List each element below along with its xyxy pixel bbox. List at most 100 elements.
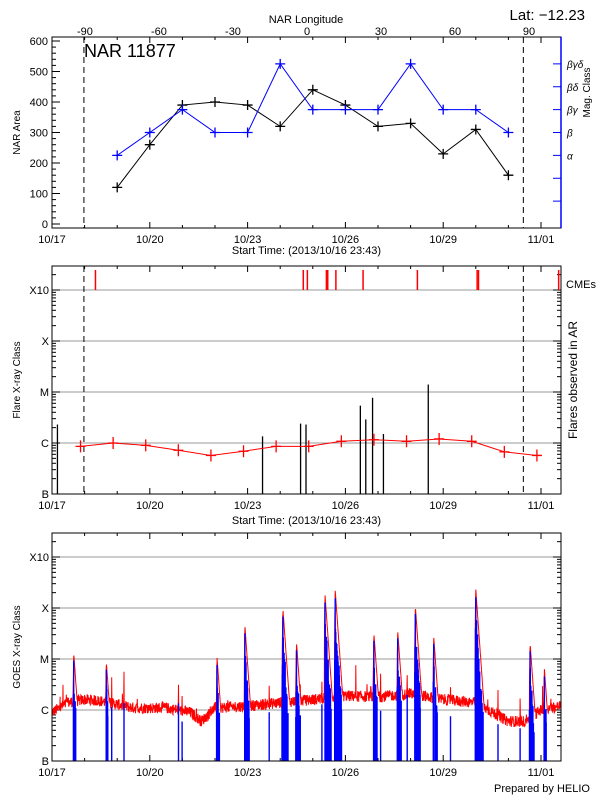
flare-trend-point bbox=[434, 432, 445, 445]
area-point bbox=[405, 118, 416, 129]
y-tick-label: 400 bbox=[30, 97, 48, 109]
x-axis-label: Start Time: (2013/10/16 23:43) bbox=[232, 515, 381, 527]
y2-axis-label: Flares observed in AR bbox=[566, 321, 580, 439]
x-tick-label: 11/01 bbox=[528, 767, 555, 779]
x-tick-label: 10/17 bbox=[38, 767, 66, 779]
mag-class-point bbox=[177, 104, 188, 115]
flare-trend-point bbox=[173, 444, 184, 457]
area-line bbox=[116, 89, 509, 188]
flare-trend-point bbox=[271, 440, 282, 453]
flare-trend-point bbox=[75, 440, 86, 453]
y-tick-label: 600 bbox=[30, 36, 48, 48]
top-x-axis-label: NAR Longitude bbox=[269, 14, 344, 26]
top-x-tick-label: -90 bbox=[77, 26, 93, 38]
y-tick-label: X bbox=[42, 603, 50, 615]
flare-trend-point bbox=[401, 435, 412, 448]
x-tick-label: 10/29 bbox=[429, 767, 457, 779]
x-axis-label: Start Time: (2013/10/16 23:43) bbox=[232, 245, 381, 257]
x-tick-label: 10/23 bbox=[234, 234, 262, 246]
x-tick-label: 10/17 bbox=[38, 234, 66, 246]
top-x-tick-label: 30 bbox=[375, 26, 387, 38]
flare-trend-point bbox=[368, 433, 379, 446]
mag-class-point bbox=[210, 127, 220, 138]
y-tick-label: X bbox=[42, 336, 50, 348]
flare-trend-point bbox=[531, 449, 542, 462]
mag-class-tick-label: βγδ bbox=[566, 60, 584, 71]
y-tick-label: X10 bbox=[29, 285, 49, 297]
y-tick-label: X10 bbox=[29, 552, 49, 564]
plot-frame bbox=[51, 36, 562, 229]
mag-class-tick-label: βγ bbox=[566, 106, 579, 117]
area-point bbox=[210, 97, 220, 107]
mag-class-point bbox=[275, 58, 286, 69]
goes-short-channel-bars bbox=[72, 597, 547, 761]
top-x-tick-label: 0 bbox=[304, 26, 310, 38]
mag-class-point bbox=[503, 127, 514, 138]
mag-class-tick-label: α bbox=[567, 151, 573, 162]
area-point bbox=[275, 121, 286, 132]
region-title: NAR 11877 bbox=[84, 41, 176, 61]
y-tick-label: 100 bbox=[30, 189, 48, 201]
mag-class-point bbox=[242, 127, 253, 138]
panel-goes-xray: B C M X X10 10/17 10/20 10/23 10/26 10/29 11/01 GOE… bbox=[12, 532, 562, 779]
x-tick-label: 10/20 bbox=[136, 500, 164, 512]
mag-class-point bbox=[405, 58, 416, 69]
x-tick-label: 10/17 bbox=[38, 500, 66, 512]
panel-flare-class: B C M X X10 10/17 10/20 10/23 10/26 10/29 11/01 Sta… bbox=[12, 265, 596, 527]
mag-class-point bbox=[340, 104, 351, 115]
area-point bbox=[470, 124, 481, 135]
x-tick-label: 10/26 bbox=[332, 500, 360, 512]
top-x-tick-label: -30 bbox=[225, 26, 241, 38]
flare-trend-point bbox=[303, 440, 314, 453]
y-tick-label: B bbox=[42, 489, 49, 501]
y2-axis-label: Mag. Class bbox=[582, 67, 593, 117]
y-tick-label: M bbox=[40, 654, 49, 666]
mag-class-point bbox=[144, 127, 155, 138]
top-x-tick-label: 60 bbox=[449, 26, 461, 38]
y-tick-label: 0 bbox=[42, 219, 48, 231]
area-point bbox=[438, 148, 449, 159]
flare-trend-point bbox=[466, 435, 477, 448]
area-point bbox=[112, 182, 123, 193]
cme-label: CMEs bbox=[566, 279, 596, 291]
x-tick-label: 11/01 bbox=[528, 234, 555, 246]
lat-label: Lat: −12.23 bbox=[510, 7, 585, 24]
y-tick-label: 200 bbox=[30, 158, 48, 170]
area-point bbox=[144, 139, 155, 150]
x-tick-label: 10/23 bbox=[234, 500, 262, 512]
flare-trend-point bbox=[336, 435, 347, 448]
flare-trend-point bbox=[140, 439, 151, 452]
x-tick-label: 10/26 bbox=[332, 234, 360, 246]
y-tick-label: C bbox=[41, 438, 49, 450]
goes-long-channel-line bbox=[51, 589, 562, 728]
area-point bbox=[307, 84, 318, 95]
top-x-tick-label: -60 bbox=[151, 26, 167, 38]
area-point bbox=[242, 100, 253, 111]
x-tick-label: 10/20 bbox=[136, 767, 164, 779]
x-tick-label: 10/26 bbox=[332, 767, 360, 779]
mag-class-point bbox=[470, 104, 481, 115]
mag-class-point bbox=[373, 104, 383, 115]
mag-class-point bbox=[112, 150, 123, 161]
flare-trend-point bbox=[108, 437, 119, 449]
x-tick-label: 10/23 bbox=[234, 767, 262, 779]
mag-class-tick-label: βδ bbox=[566, 83, 579, 94]
flare-trend-point bbox=[238, 445, 249, 458]
area-point bbox=[503, 170, 514, 181]
mag-class-point bbox=[438, 104, 449, 115]
mag-class-tick-label: β bbox=[566, 129, 573, 140]
area-point bbox=[373, 121, 383, 132]
x-tick-label: 10/20 bbox=[136, 234, 164, 246]
y-tick-label: 300 bbox=[30, 128, 48, 140]
y-axis-label: Flare X-ray Class bbox=[12, 341, 23, 418]
x-tick-label: 11/01 bbox=[528, 500, 555, 512]
y-tick-label: M bbox=[40, 387, 49, 399]
y-axis-label: NAR Area bbox=[12, 110, 23, 155]
y-tick-label: C bbox=[41, 705, 49, 717]
y-axis-label: GOES X-ray Class bbox=[12, 605, 23, 688]
flare-trend-point bbox=[205, 449, 216, 462]
y-tick-label: B bbox=[42, 756, 49, 768]
top-x-tick-label: 90 bbox=[523, 26, 535, 38]
